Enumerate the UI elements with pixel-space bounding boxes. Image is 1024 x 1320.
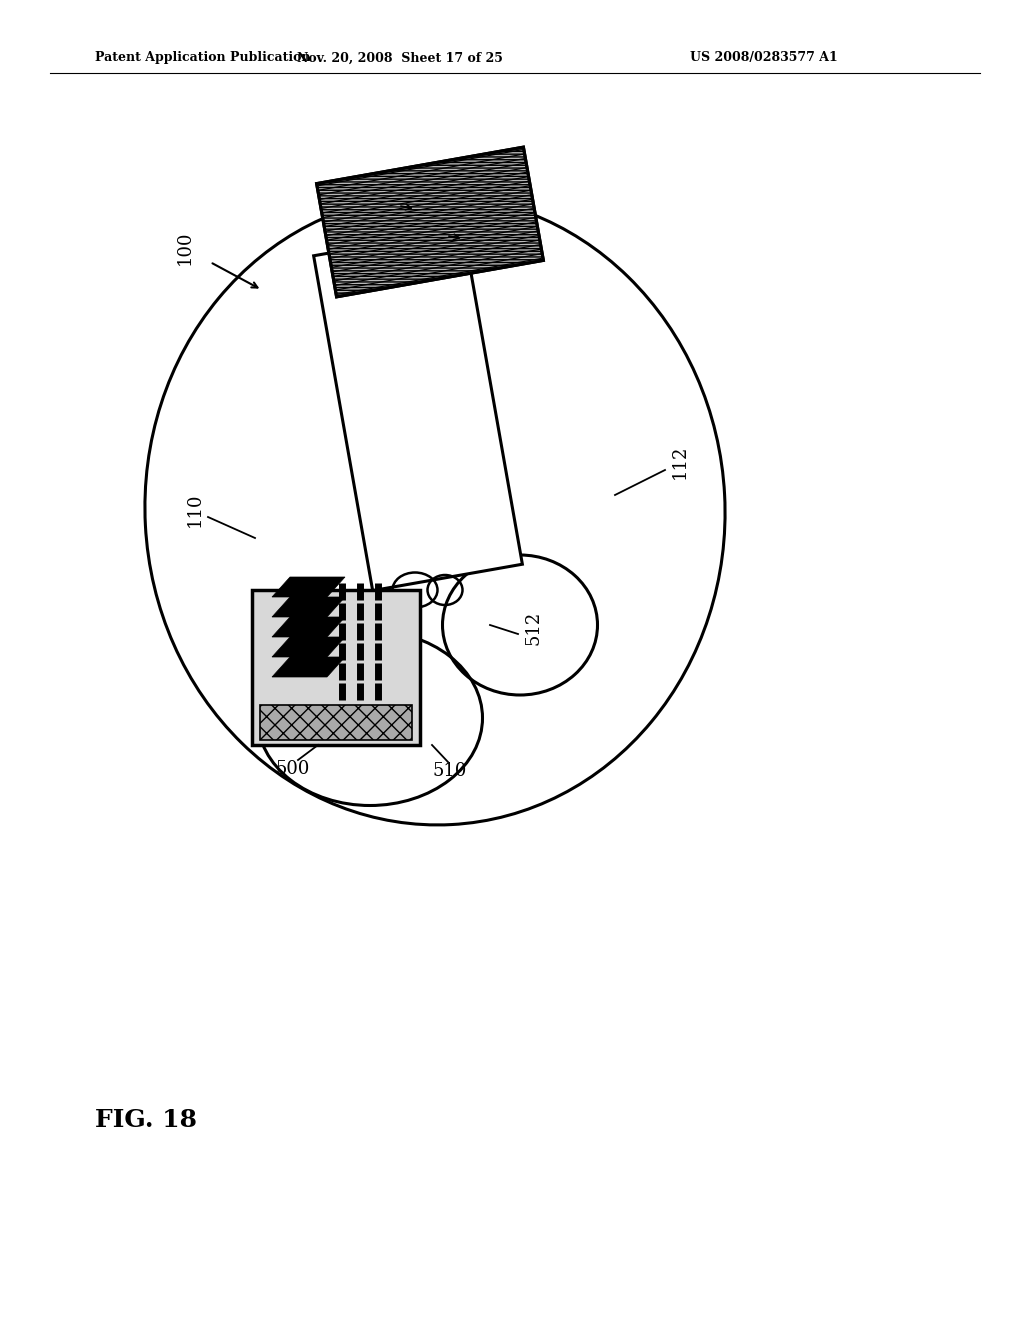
Bar (260, 705, 412, 741)
Polygon shape (272, 638, 345, 657)
Polygon shape (272, 657, 345, 677)
Text: 110: 110 (186, 492, 204, 527)
Polygon shape (272, 577, 345, 597)
Text: 500: 500 (275, 760, 310, 777)
Text: 510: 510 (433, 762, 467, 780)
Text: US 2008/0283577 A1: US 2008/0283577 A1 (690, 51, 838, 65)
Polygon shape (313, 230, 522, 590)
Text: FIG. 18: FIG. 18 (95, 1107, 197, 1133)
Text: 512: 512 (525, 611, 543, 645)
Text: Patent Application Publication: Patent Application Publication (95, 51, 310, 65)
Text: 100: 100 (176, 231, 194, 265)
Polygon shape (316, 147, 544, 297)
Bar (252, 590, 420, 744)
Text: Nov. 20, 2008  Sheet 17 of 25: Nov. 20, 2008 Sheet 17 of 25 (297, 51, 503, 65)
Text: 112: 112 (671, 445, 689, 479)
Polygon shape (272, 597, 345, 616)
Polygon shape (272, 616, 345, 638)
